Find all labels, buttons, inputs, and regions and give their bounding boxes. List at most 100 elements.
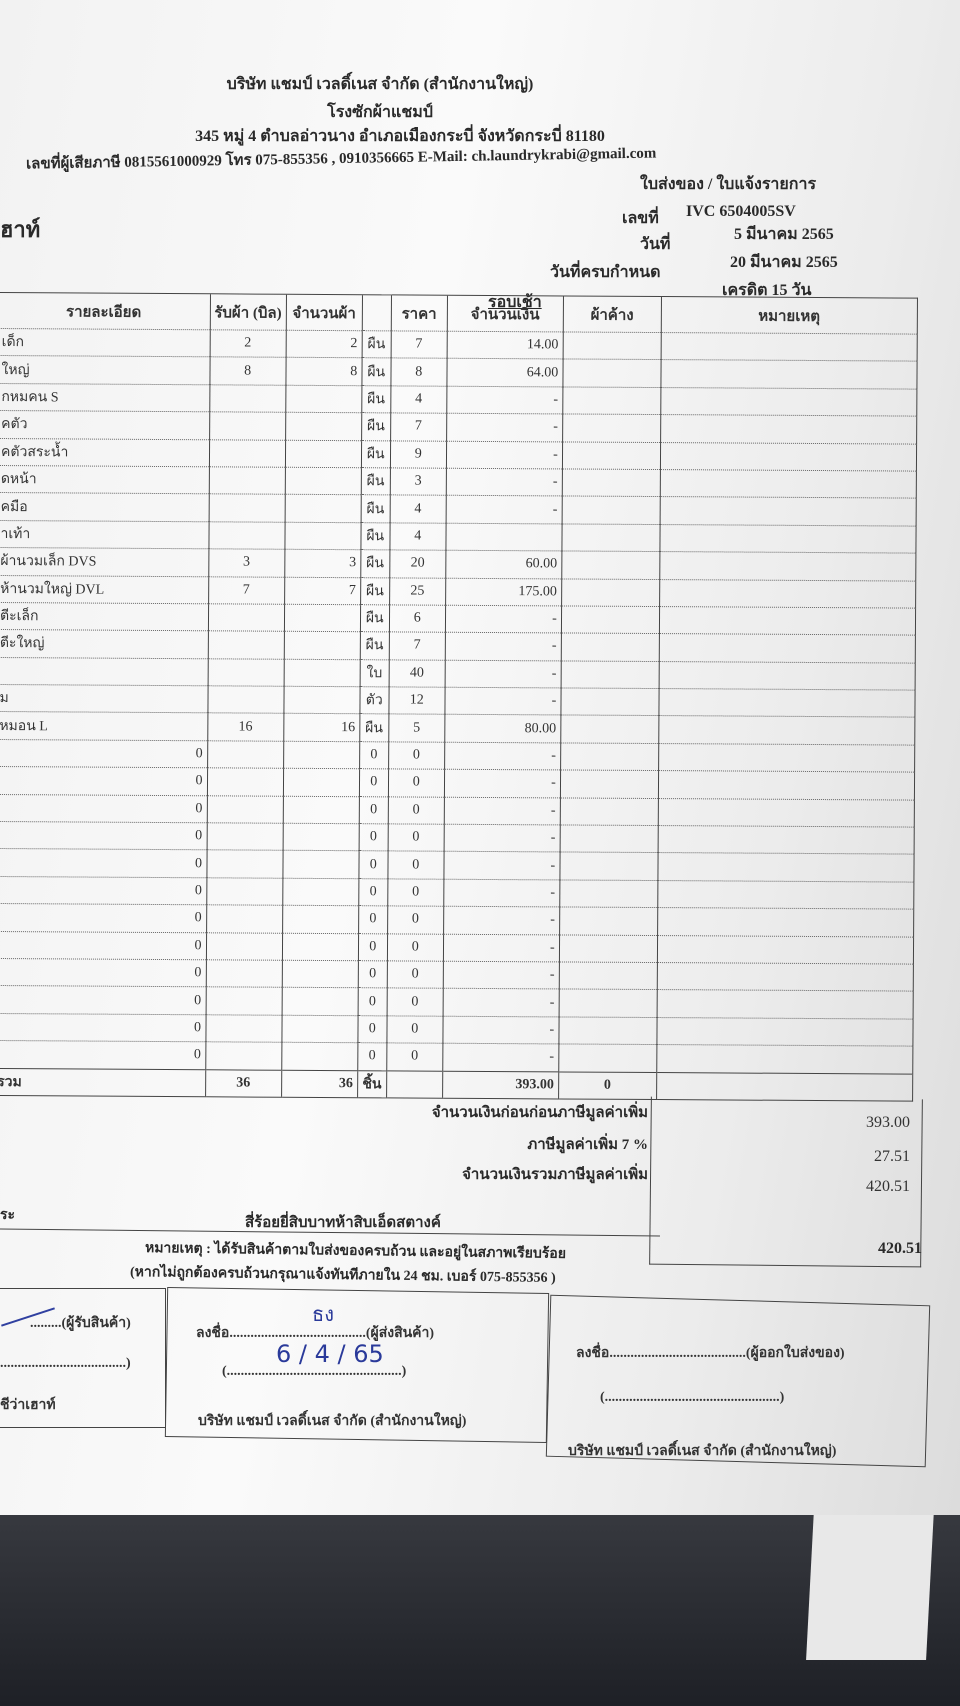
total-cell: 36: [281, 1069, 358, 1098]
table-cell: [205, 959, 283, 988]
table-cell: [283, 686, 360, 715]
table-cell: 0: [388, 741, 445, 770]
sender-handwritten-date: 6 / 4 / 65: [276, 1340, 384, 1368]
table-cell: ผืน: [361, 385, 391, 414]
table-cell: 2: [285, 330, 363, 359]
table-cell: -: [446, 413, 563, 442]
table-cell: -: [446, 386, 563, 415]
total-cell: รวม: [0, 1068, 206, 1097]
table-cell: [208, 494, 286, 522]
table-cell: [284, 604, 361, 633]
table-cell: -: [445, 495, 563, 524]
table-cell: 16: [283, 713, 360, 742]
table-cell: 0: [0, 958, 206, 988]
table-cell: าเท้า: [0, 520, 209, 549]
table-cell: 0: [0, 821, 207, 851]
table-cell: ผืน: [360, 495, 391, 523]
table-cell: 0: [0, 794, 207, 823]
table-cell: 0: [357, 1015, 387, 1044]
table-cell: ใหญ่: [0, 355, 210, 385]
table-cell: [207, 685, 284, 714]
table-cell: 4: [390, 385, 447, 414]
table-cell: [285, 439, 362, 468]
table-cell: [657, 935, 914, 965]
total-cell: 393.00: [442, 1070, 559, 1099]
document-type: ใบส่งของ / ใบแจ้งรายการ: [640, 176, 817, 193]
table-cell: [660, 442, 917, 472]
address: 345 หมู่ 4 ตำบลอ่าวนาง อำเภอเมืองกระบี่ …: [195, 128, 605, 145]
table-cell: [558, 989, 657, 1018]
table-cell: [281, 1015, 358, 1043]
vat-label: ภาษีมูลค่าเพิ่ม 7 %: [527, 1137, 648, 1153]
column-header: จำนวนเงิน: [447, 295, 564, 332]
table-cell: [559, 879, 658, 908]
table-cell: [657, 825, 914, 855]
table-cell: [659, 633, 916, 663]
table-cell: [285, 385, 362, 413]
table-cell: 0: [387, 878, 444, 907]
table-cell: 64.00: [446, 358, 563, 387]
table-cell: [285, 467, 362, 496]
table-cell: [562, 359, 661, 388]
table-cell: [660, 469, 917, 499]
table-cell: 0: [387, 960, 444, 989]
table-cell: [282, 878, 359, 906]
note-line-2: (หากไม่ถูกต้องครบถ้วนกรุณาแจ้งทันทีภายใน…: [129, 1265, 556, 1286]
table-cell: -: [443, 961, 560, 990]
table-cell: [283, 768, 360, 797]
table-cell: -: [444, 742, 561, 771]
incl-vat-value: 420.51: [866, 1178, 910, 1195]
sender-sign-line: ลงชื่อ..................................…: [196, 1326, 435, 1341]
table-cell: 7: [389, 632, 446, 660]
table-cell: 0: [0, 848, 207, 878]
table-cell: -: [442, 1043, 559, 1072]
table-cell: [561, 578, 660, 607]
table-cell: [659, 496, 917, 526]
table-cell: ตีะใหญ่: [0, 629, 208, 659]
table-cell: [282, 905, 359, 934]
date-value: 5 มีนาคม 2565: [734, 226, 834, 243]
table-cell: -: [443, 824, 561, 853]
due-date-label: วันที่ครบกำหนด: [550, 264, 661, 281]
table-cell: [562, 386, 661, 415]
table-cell: [561, 523, 660, 552]
sender-company: บริษัท แชมป์ เวลดิ์เนส จำกัด (สำนักงานให…: [198, 1414, 467, 1429]
table-cell: 0: [358, 933, 388, 961]
table-cell: [205, 1014, 282, 1043]
table-cell: [282, 932, 359, 961]
table-cell: 5: [388, 714, 445, 743]
table-cell: -: [446, 468, 563, 497]
table-cell: ผืน: [360, 632, 390, 660]
table-cell: [206, 768, 284, 796]
table-cell: [656, 1044, 913, 1074]
table-cell: [561, 605, 660, 634]
table-cell: คตัวสระน้ำ: [0, 438, 210, 467]
invoice-no: IVC 6504005SV: [686, 203, 796, 220]
table-cell: [205, 932, 283, 961]
column-header: ราคา: [391, 294, 448, 332]
table-cell: [281, 987, 359, 1016]
table-cell: ตีะเล็ก: [0, 602, 209, 632]
table-cell: หมอน L: [0, 711, 208, 741]
receiver-label: .........(ผู้รับสินค้า): [30, 1316, 131, 1331]
table-cell: -: [444, 659, 562, 689]
table-cell: 0: [0, 1040, 206, 1070]
table-cell: 8: [390, 358, 447, 387]
table-cell: [559, 907, 658, 936]
table-cell: 0: [388, 769, 445, 797]
table-cell: [562, 414, 661, 443]
paper-stack: [806, 1510, 934, 1660]
table-cell: [658, 798, 915, 828]
table-cell: [560, 797, 659, 826]
table-cell: -: [443, 933, 560, 962]
table-cell: คมือ: [0, 492, 209, 522]
sender-signature: ธง: [312, 1302, 334, 1326]
table-cell: 8: [285, 357, 362, 386]
table-cell: 0: [387, 906, 444, 934]
table-cell: [208, 466, 286, 495]
receiver-company: ชีว่าเฮาท์: [0, 1398, 56, 1413]
note-line-1: หมายเหตุ : ได้รับสินค้าตามใบส่งของครบถ้ว…: [144, 1241, 567, 1262]
table-cell: [561, 633, 660, 662]
table-cell: 3: [208, 548, 285, 577]
table-cell: เด็ก: [0, 328, 210, 358]
